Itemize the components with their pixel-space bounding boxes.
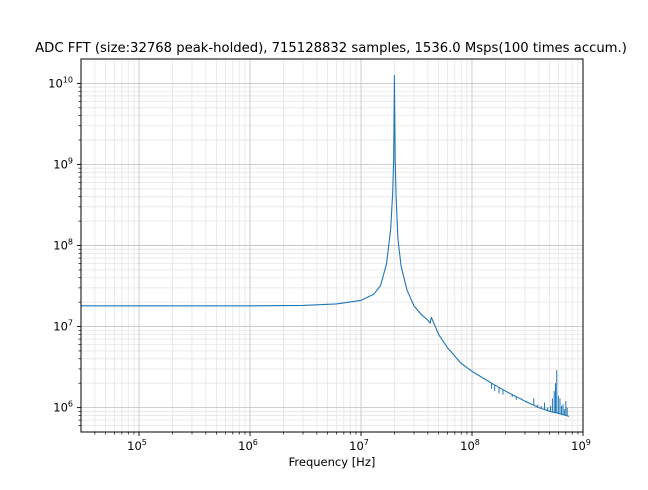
x-tick-label: 105 <box>127 438 147 453</box>
series-line-0 <box>81 74 570 417</box>
y-tick-label: 1010 <box>48 75 73 90</box>
y-tick-label: 107 <box>53 319 73 334</box>
chart-title: ADC FFT (size:32768 peak-holded), 715128… <box>35 41 627 56</box>
x-axis-label: Frequency [Hz] <box>289 455 376 469</box>
x-tick-label: 107 <box>349 438 369 453</box>
grid-major <box>81 59 584 432</box>
x-axis: 105 106 107 108 109 <box>94 432 591 453</box>
y-axis: 106 107 108 109 1010 <box>48 75 81 426</box>
y-tick-label: 106 <box>53 400 73 415</box>
x-tick-label: 106 <box>238 438 258 453</box>
y-tick-label: 109 <box>53 156 73 171</box>
y-tick-label: 108 <box>53 238 73 253</box>
series-layer <box>81 74 570 417</box>
x-tick-label: 109 <box>571 438 591 453</box>
x-tick-label: 108 <box>460 438 480 453</box>
